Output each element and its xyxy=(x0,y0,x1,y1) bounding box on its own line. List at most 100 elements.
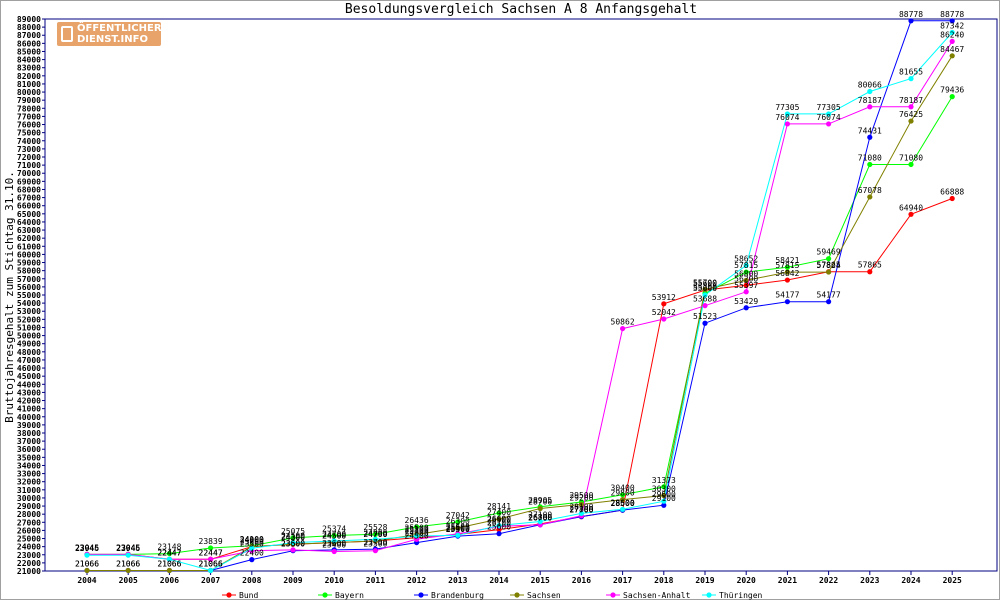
data-label-brandenburg: 22400 xyxy=(240,549,264,558)
data-label-th-ringen: 22447 xyxy=(157,548,181,557)
x-tick-label: 2017 xyxy=(613,576,632,585)
data-label-th-ringen: 80066 xyxy=(858,81,882,90)
data-label-th-ringen: 24900 xyxy=(363,528,387,537)
y-tick-label: 39000 xyxy=(17,421,41,430)
data-point-sachsen xyxy=(455,525,461,531)
data-point-th-ringen xyxy=(826,111,832,117)
data-point-sachsen xyxy=(537,505,543,512)
data-label-bayern: 26436 xyxy=(405,516,429,525)
data-point-sachsen xyxy=(867,194,873,200)
data-label-bayern: 59469 xyxy=(817,248,841,257)
data-point-brandenburg xyxy=(908,18,914,24)
x-tick-label: 2014 xyxy=(489,576,508,585)
legend-marker-th-ringen xyxy=(706,592,712,598)
series-line-bayern xyxy=(87,96,953,555)
data-label-th-ringen: 25400 xyxy=(446,524,470,533)
data-point-sachsen xyxy=(949,53,955,59)
y-tick-label: 77000 xyxy=(17,112,41,121)
data-label-sachsen: 25500 xyxy=(405,523,429,532)
data-point-th-ringen xyxy=(84,552,90,558)
data-label-th-ringen: 28600 xyxy=(611,498,635,507)
x-tick-label: 2025 xyxy=(943,576,962,585)
data-label-sachsen-anhalt: 23400 xyxy=(322,541,346,550)
series-line-bund xyxy=(87,198,953,560)
data-label-th-ringen: 24700 xyxy=(322,530,346,539)
data-label-bund: 28500 xyxy=(611,499,635,508)
y-tick-label: 60000 xyxy=(17,250,41,259)
y-tick-label: 83000 xyxy=(17,64,41,73)
data-label-bayern: 23839 xyxy=(199,537,223,546)
x-tick-label: 2007 xyxy=(201,576,220,585)
data-point-sachsen-anhalt xyxy=(908,104,914,110)
data-point-th-ringen xyxy=(537,518,543,525)
data-label-brandenburg: 53429 xyxy=(734,297,758,306)
logo-line-1: ÖFFENTLICHER xyxy=(77,23,162,34)
data-point-th-ringen xyxy=(331,538,337,544)
y-tick-label: 52000 xyxy=(17,315,41,324)
data-point-bund xyxy=(784,277,791,283)
data-label-bund: 56842 xyxy=(775,269,799,278)
series-line-sachsen-anhalt xyxy=(87,41,953,560)
y-tick-label: 21000 xyxy=(17,567,41,576)
data-label-sachsen: 24300 xyxy=(281,533,305,542)
data-label-sachsen: 28700 xyxy=(528,497,552,506)
data-point-th-ringen xyxy=(249,545,255,551)
series-line-brandenburg xyxy=(87,20,953,571)
data-point-bayern xyxy=(784,264,791,270)
data-point-bund xyxy=(867,269,873,275)
y-tick-label: 70000 xyxy=(17,169,41,178)
data-point-th-ringen xyxy=(867,88,873,95)
series-lines xyxy=(87,20,953,572)
data-label-sachsen-anhalt: 26500 xyxy=(487,515,511,524)
data-point-sachsen-anhalt xyxy=(867,104,873,110)
data-label-sachsen: 57824 xyxy=(817,261,841,270)
data-point-bund xyxy=(743,282,749,288)
data-label-bund: 66888 xyxy=(940,187,964,196)
data-label-sachsen-anhalt: 86240 xyxy=(940,30,964,39)
y-tick-label: 44000 xyxy=(17,380,41,389)
y-tick-label: 79000 xyxy=(17,96,41,105)
data-label-sachsen-anhalt: 26700 xyxy=(528,514,552,523)
y-tick-label: 89000 xyxy=(17,15,41,24)
data-point-th-ringen xyxy=(743,262,749,268)
y-tick-label: 37000 xyxy=(17,437,41,446)
data-point-sachsen-anhalt xyxy=(331,548,337,555)
data-label-sachsen-anhalt: 22447 xyxy=(157,548,181,557)
data-label-th-ringen: 23800 xyxy=(240,537,264,546)
data-label-brandenburg: 24500 xyxy=(405,532,429,541)
data-label-brandenburg: 21066 xyxy=(116,559,140,568)
data-label-sachsen-anhalt: 25600 xyxy=(446,523,470,532)
data-point-sachsen-anhalt xyxy=(290,547,296,553)
data-point-bayern xyxy=(661,484,667,490)
y-tick-label: 61000 xyxy=(17,242,41,251)
y-tick-label: 86000 xyxy=(17,39,41,48)
data-label-sachsen: 29200 xyxy=(569,493,593,502)
legend-label-sachsen-anhalt: Sachsen-Anhalt xyxy=(623,591,691,600)
data-label-bund: 24300 xyxy=(281,533,305,542)
data-label-brandenburg: 28500 xyxy=(611,499,635,508)
y-tick-label: 58000 xyxy=(17,267,41,276)
data-point-sachsen xyxy=(84,567,90,574)
y-tick-label: 65000 xyxy=(17,210,41,219)
data-point-sachsen xyxy=(578,501,585,508)
data-point-th-ringen xyxy=(455,532,461,538)
data-label-th-ringen: 25300 xyxy=(405,525,429,534)
data-label-bayern: 25374 xyxy=(322,524,346,533)
y-tick-label: 81000 xyxy=(17,80,41,89)
data-point-sachsen-anhalt xyxy=(702,303,708,309)
data-label-bayern: 79436 xyxy=(940,86,964,95)
y-tick-label: 71000 xyxy=(17,161,41,170)
data-point-sachsen xyxy=(125,567,131,574)
x-tick-label: 2013 xyxy=(448,576,467,585)
data-label-bund: 53912 xyxy=(652,293,676,302)
data-point-th-ringen xyxy=(166,556,172,562)
legend-label-th-ringen: Thüringen xyxy=(719,591,763,600)
data-point-sachsen xyxy=(166,567,172,574)
y-tick-label: 54000 xyxy=(17,299,41,308)
data-label-sachsen: 24500 xyxy=(322,532,346,541)
data-point-bayern xyxy=(455,519,461,525)
data-label-th-ringen: 27100 xyxy=(528,510,552,519)
data-point-brandenburg xyxy=(949,18,955,24)
